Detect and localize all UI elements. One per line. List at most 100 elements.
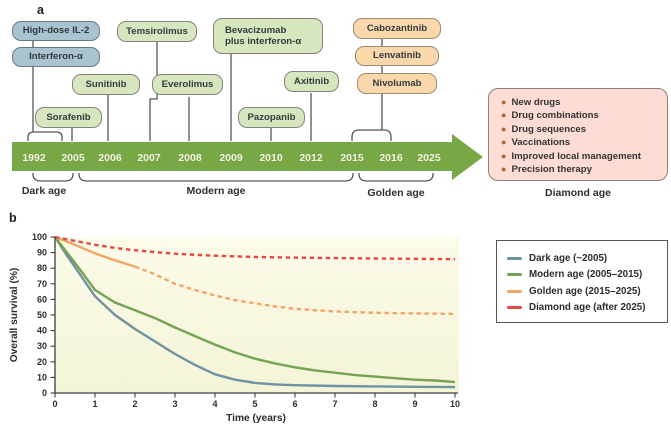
x-tick-label: 3 xyxy=(172,399,177,409)
survival-curve-golden xyxy=(54,235,136,268)
x-tick-label: 7 xyxy=(332,399,337,409)
survival-curve-modern xyxy=(54,236,456,384)
x-tick-label: 0 xyxy=(52,399,57,409)
drug-box-pazopanib: Pazopanib xyxy=(238,107,305,128)
drug-box-bevacizumab: Bevacizumab plus interferon-α xyxy=(213,18,323,54)
y-tick-label: 10 xyxy=(37,372,47,382)
golden-age-bracket xyxy=(358,173,434,182)
x-tick-label: 6 xyxy=(292,399,297,409)
drug-box-lenvatinib: Lenvatinib xyxy=(355,46,439,66)
y-tick-label: 60 xyxy=(37,294,47,304)
year-label: 2025 xyxy=(417,152,441,164)
y-tick-label: 70 xyxy=(37,279,47,289)
dark-age-span-bracket xyxy=(27,131,63,141)
list-item: ● New drugs xyxy=(501,96,661,109)
list-item-text: Improved local management xyxy=(511,150,641,162)
list-item: ● Precision therapy xyxy=(501,163,661,176)
timeline-years: 1992 2005 2006 2007 2008 2009 2010 2012 2015 2016… xyxy=(22,152,441,164)
connector-lines xyxy=(27,39,392,141)
legend-row-dark: Dark age (~2005) xyxy=(507,250,667,267)
legend-label: Golden age (2015–2025) xyxy=(529,285,641,297)
year-label: 2005 xyxy=(61,152,85,164)
list-item-text: Vaccinations xyxy=(511,137,571,149)
drug-box-high-dose-il2: High-dose IL-2 xyxy=(12,21,100,41)
panel-b-label: b xyxy=(9,211,17,225)
year-label: 2016 xyxy=(379,152,403,164)
drug-box-sunitinib: Sunitinib xyxy=(72,74,140,95)
list-item-text: New drugs xyxy=(511,97,561,108)
survival-curve-diamond xyxy=(54,235,456,261)
legend-line-dark-age xyxy=(507,256,522,260)
timeline-arrow xyxy=(12,134,483,180)
year-label: 2010 xyxy=(259,152,283,164)
y-tick-label: 40 xyxy=(37,326,47,336)
list-item: ● Vaccinations xyxy=(501,136,661,149)
x-tick-label: 10 xyxy=(450,399,460,409)
year-label: 1992 xyxy=(22,152,46,164)
legend-label: Dark age (~2005) xyxy=(529,252,608,264)
legend-row-modern: Modern age (2005–2015) xyxy=(507,267,667,284)
year-label: 2008 xyxy=(178,152,202,164)
panel-a-label: a xyxy=(37,3,44,17)
drug-box-cabozantinib: Cabozantinib xyxy=(353,18,441,39)
legend-line-golden-age xyxy=(507,289,522,293)
x-tick-label: 9 xyxy=(412,399,417,409)
list-item-text: Drug sequences xyxy=(511,123,587,135)
legend-row-golden: Golden age (2015–2025) xyxy=(507,283,667,300)
year-label: 2007 xyxy=(137,152,161,164)
x-tick-label: 5 xyxy=(252,399,257,409)
legend-label: Diamond age (after 2025) xyxy=(529,302,646,314)
legend-line-diamond-age xyxy=(507,306,522,310)
chart-legend: Dark age (~2005) Modern age (2005–2015) … xyxy=(496,240,668,323)
bullet-icon: ● xyxy=(501,164,507,175)
drug-box-everolimus: Everolimus xyxy=(152,74,223,95)
bullet-icon: ● xyxy=(501,110,507,121)
x-axis-title: Time (years) xyxy=(226,413,286,424)
age-label-golden: Golden age xyxy=(367,187,425,199)
list-item-text: Drug combinations xyxy=(511,110,599,122)
list-item-text: Precision therapy xyxy=(511,164,592,176)
bullet-icon: ● xyxy=(501,150,507,161)
modern-age-bracket xyxy=(78,173,354,182)
year-label: 2012 xyxy=(299,152,323,164)
year-label: 2009 xyxy=(219,152,243,164)
list-item: ● Improved local management xyxy=(501,150,661,163)
drug-box-interferon-a: Interferon-α xyxy=(12,47,100,67)
x-tick-label: 1 xyxy=(92,399,97,409)
drug-box-temsirolimus: Temsirolimus xyxy=(117,21,197,42)
legend-line-modern-age xyxy=(507,273,522,277)
golden-span-bracket xyxy=(351,129,392,141)
y-tick-label: 90 xyxy=(37,248,47,258)
legend-row-diamond: Diamond age (after 2025) xyxy=(507,300,667,317)
x-tick-label: 2 xyxy=(132,399,137,409)
age-label-modern: Modern age xyxy=(186,185,246,197)
y-tick-label: 0 xyxy=(42,388,47,398)
x-tick-label: 4 xyxy=(212,399,217,409)
bullet-icon: ● xyxy=(501,97,507,107)
survival-curve-golden xyxy=(134,265,456,316)
age-label-diamond: Diamond age xyxy=(545,187,611,199)
survival-chart: 0 10 20 30 40 50 60 70 80 90 100 0 1 2 3 4 5 6 7 8 9 10 Time (… xyxy=(9,232,460,424)
y-tick-label: 80 xyxy=(37,263,47,273)
bullet-icon: ● xyxy=(501,123,507,134)
diamond-age-list: ● New drugs ● Drug combinations ● Drug sequ… xyxy=(501,96,661,176)
y-tick-label: 50 xyxy=(37,310,47,320)
list-item: ● Drug combinations xyxy=(501,109,661,122)
y-tick-label: 20 xyxy=(37,357,47,367)
y-axis-title: Overall survival (%) xyxy=(9,268,20,363)
drug-box-nivolumab: Nivolumab xyxy=(357,73,437,94)
drug-box-sorafenib: Sorafenib xyxy=(35,107,102,128)
list-item: ● Drug sequences xyxy=(501,123,661,136)
age-label-dark: Dark age xyxy=(21,185,67,197)
year-label: 2006 xyxy=(98,152,122,164)
timeline-diagram: 1992 2005 2006 2007 2008 2009 2010 2012 2015 2016… xyxy=(12,39,483,182)
age-brackets xyxy=(32,173,434,182)
year-label: 2015 xyxy=(340,152,364,164)
y-tick-label: 30 xyxy=(37,341,47,351)
drug-box-axitinib: Axitinib xyxy=(284,71,339,92)
legend-label: Modern age (2005–2015) xyxy=(529,269,643,281)
diamond-age-box: ● New drugs ● Drug combinations ● Drug sequ… xyxy=(488,88,668,181)
survival-curve-dark xyxy=(53,236,456,389)
y-tick-label: 100 xyxy=(32,232,47,242)
